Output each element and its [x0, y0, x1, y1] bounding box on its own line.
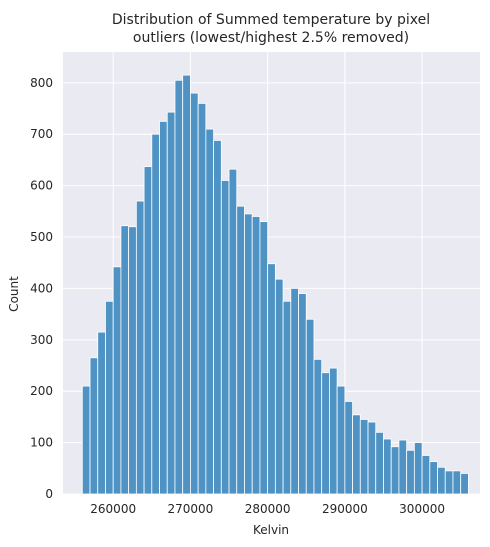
- histogram-bar: [159, 120, 168, 495]
- histogram-bar: [390, 446, 400, 495]
- histogram-bar: [166, 111, 176, 495]
- tick-labels: 260000 270000 280000 290000 300000 0 100 200 300…: [30, 76, 445, 516]
- y-tick-label: 300: [30, 333, 53, 347]
- y-tick-label: 600: [30, 179, 53, 193]
- x-tick-label: 300000: [399, 502, 445, 516]
- y-tick-label: 0: [45, 487, 53, 501]
- histogram-bar: [383, 438, 392, 495]
- histogram-bar: [406, 449, 415, 495]
- x-tick-label: 270000: [168, 502, 214, 516]
- histogram-bar: [282, 300, 292, 495]
- histogram-bar: [359, 419, 369, 495]
- y-tick-label: 100: [30, 436, 53, 450]
- y-tick-label: 200: [30, 384, 53, 398]
- histogram-bar: [398, 439, 408, 495]
- histogram-bar: [429, 461, 438, 495]
- histogram-bar: [421, 455, 431, 495]
- histogram-bar: [267, 263, 276, 495]
- histogram-bar: [128, 226, 137, 495]
- histogram-bar: [444, 470, 454, 495]
- histogram-bar: [228, 168, 238, 495]
- histogram-bar: [236, 205, 245, 495]
- histogram-bar: [329, 367, 338, 495]
- y-axis-label: Count: [7, 276, 21, 312]
- histogram-bar: [313, 358, 323, 495]
- histogram-bar: [460, 473, 469, 495]
- histogram-bar: [375, 431, 384, 495]
- histogram-bar: [367, 421, 377, 495]
- histogram-bar: [437, 466, 446, 495]
- histogram-bar: [452, 470, 462, 495]
- bars: [81, 74, 469, 495]
- histogram-bar: [97, 331, 106, 495]
- x-tick-label: 260000: [90, 502, 136, 516]
- histogram-bar: [344, 401, 353, 495]
- histogram-bar: [205, 128, 214, 495]
- histogram-bar: [190, 92, 199, 495]
- histogram-bar: [413, 442, 423, 495]
- histogram-bar: [298, 293, 307, 495]
- histogram-bar: [105, 300, 114, 495]
- histogram-bar: [112, 266, 122, 495]
- x-axis-label: Kelvin: [253, 523, 289, 537]
- y-tick-label: 400: [30, 281, 53, 295]
- histogram-bar: [259, 221, 269, 495]
- x-tick-label: 280000: [245, 502, 291, 516]
- histogram-bar: [321, 372, 330, 495]
- histogram-bar: [336, 385, 346, 495]
- histogram-bar: [305, 318, 315, 495]
- histogram-bar: [120, 225, 130, 495]
- histogram-bar: [182, 74, 191, 495]
- y-tick-label: 700: [30, 127, 53, 141]
- histogram-bar: [197, 102, 207, 495]
- histogram-bar: [220, 180, 230, 495]
- x-tick-label: 290000: [322, 502, 368, 516]
- histogram-bar: [251, 216, 261, 495]
- histogram-bar: [143, 166, 153, 495]
- histogram-bar: [174, 79, 184, 495]
- chart-title-line2: outliers (lowest/highest 2.5% removed): [133, 30, 409, 46]
- histogram-bar: [89, 357, 99, 495]
- histogram-bar: [274, 278, 284, 495]
- histogram-bar: [213, 139, 222, 495]
- histogram-bar: [244, 213, 253, 495]
- histogram-bar: [135, 200, 145, 495]
- chart-title-line1: Distribution of Summed temperature by pi…: [112, 12, 430, 28]
- histogram-bar: [290, 288, 299, 495]
- histogram-bar: [352, 414, 361, 495]
- y-tick-label: 500: [30, 230, 53, 244]
- histogram-bar: [151, 133, 160, 495]
- histogram-bar: [81, 385, 91, 495]
- y-tick-label: 800: [30, 76, 53, 90]
